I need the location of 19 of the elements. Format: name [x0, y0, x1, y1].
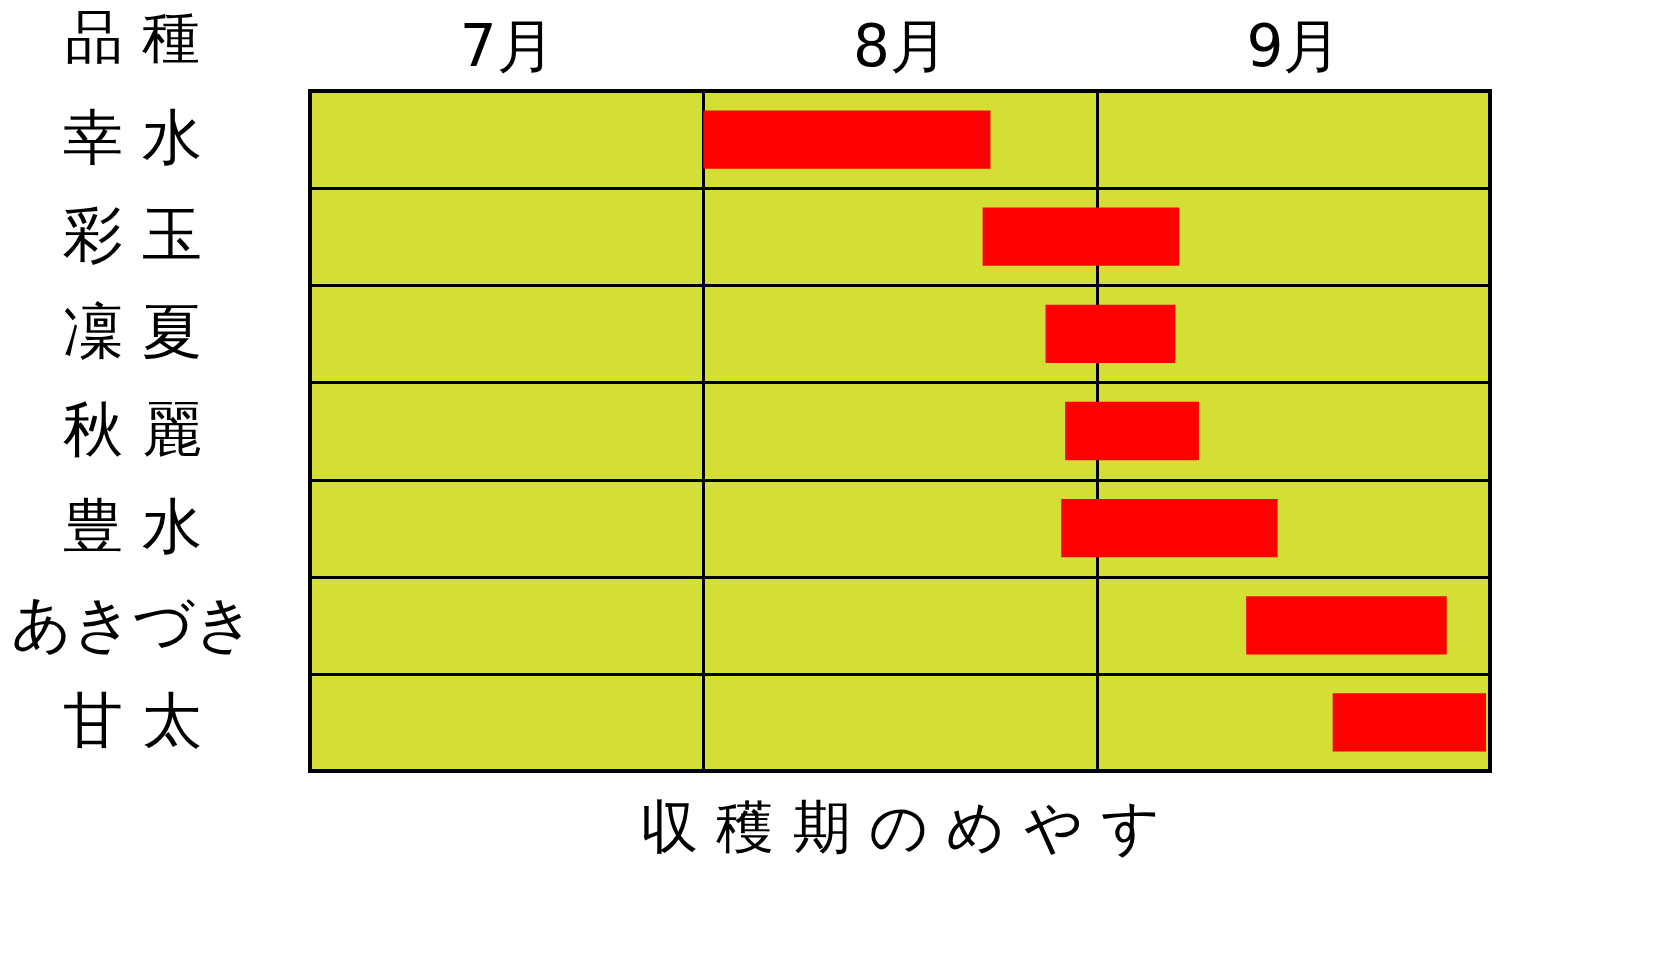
text: 収 穫 期 の め や す: [639, 793, 1161, 861]
bar: [982, 207, 1180, 266]
y-tick-label: 彩 玉: [62, 199, 203, 270]
bar: [1045, 304, 1176, 363]
x-tick-label: 9月: [1246, 11, 1342, 80]
bar: [703, 110, 991, 169]
y-tick-label: 秋 麗: [62, 393, 203, 464]
bar: [1332, 693, 1487, 752]
x-tick-label: 8月: [853, 11, 948, 80]
bar: [1246, 596, 1447, 655]
bar: [1065, 401, 1199, 461]
y-axis-title: 品 種: [65, 2, 200, 71]
y-tick-label: 凜 夏: [62, 296, 203, 367]
y-tick-label: 甘 太: [62, 684, 203, 755]
y-tick-label: 幸 水: [62, 102, 203, 173]
x-tick-label: 7月: [459, 11, 555, 80]
y-tick-label: 豊 水: [62, 490, 203, 561]
y-tick-label: あきづき: [10, 587, 255, 658]
bar: [1061, 499, 1278, 558]
